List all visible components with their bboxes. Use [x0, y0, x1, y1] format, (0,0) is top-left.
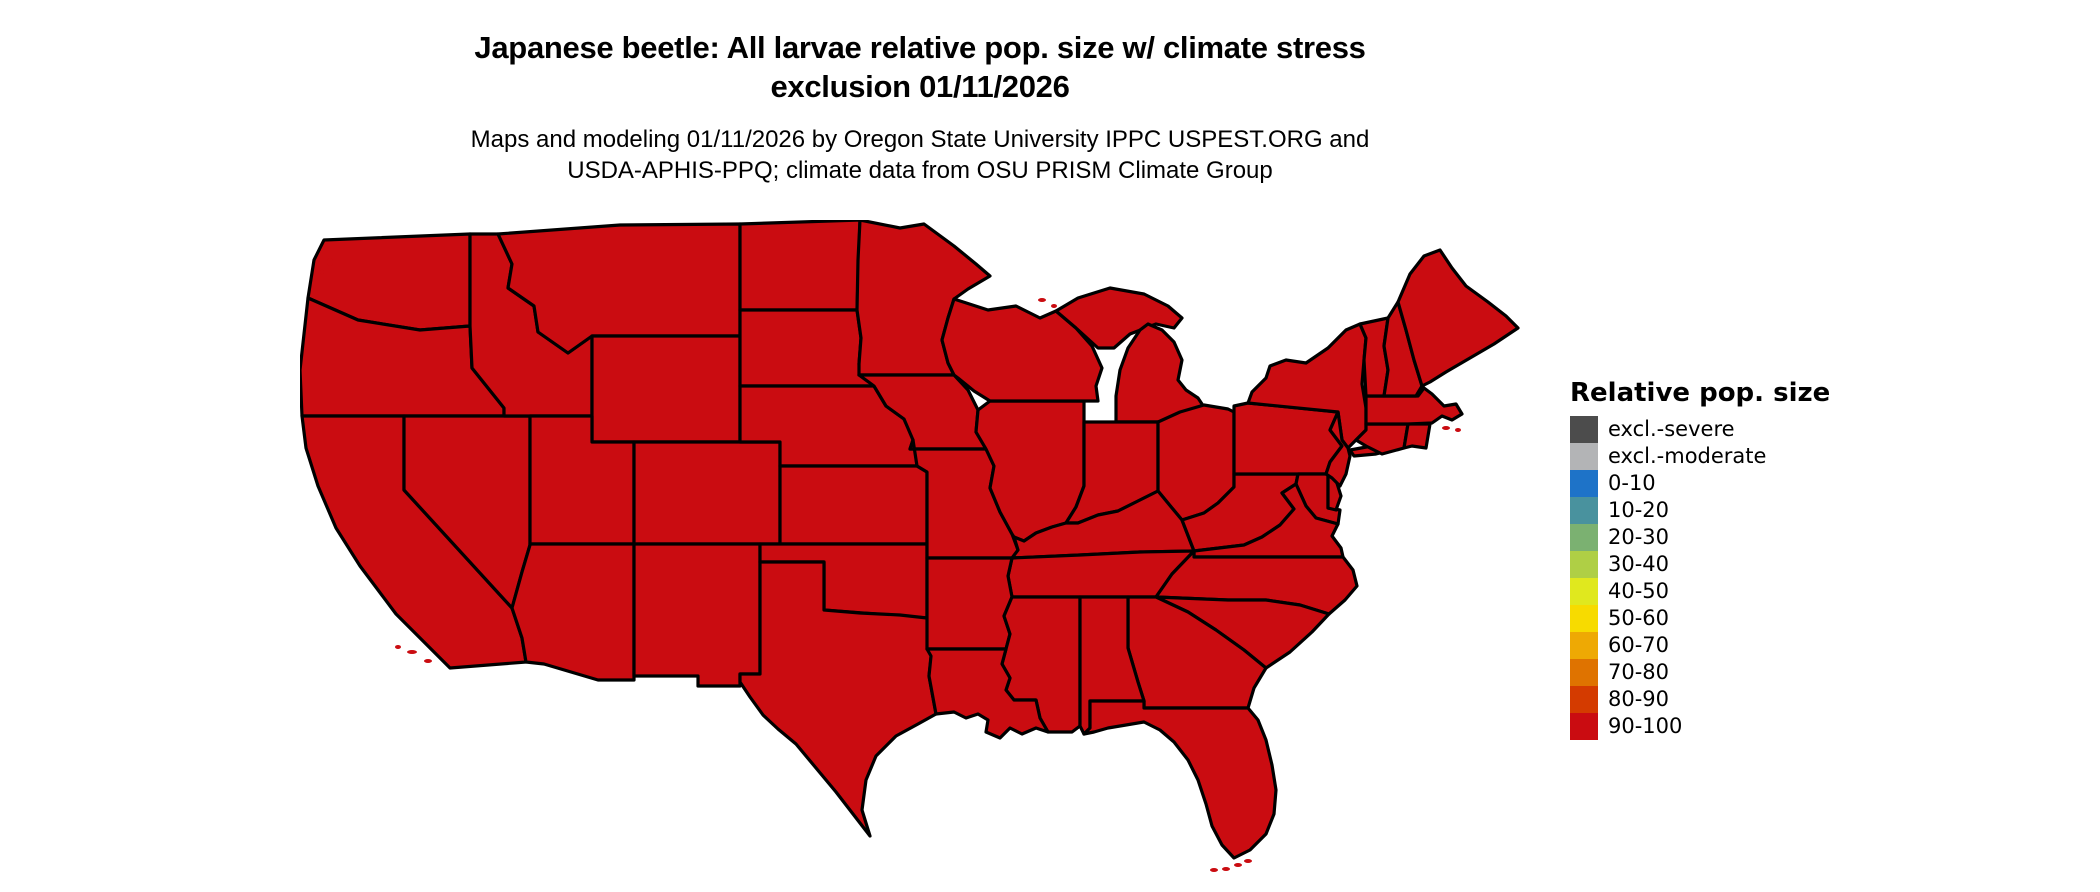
legend-swatch-90-100: [1570, 713, 1598, 740]
legend-row: 90-100: [1570, 713, 1900, 740]
legend-swatch-60-70: [1570, 632, 1598, 659]
legend-swatch-20-30: [1570, 524, 1598, 551]
state-maine: [1396, 248, 1520, 388]
legend-swatch-0-10: [1570, 470, 1598, 497]
state-virginia: [1192, 482, 1345, 559]
state-louisiana: [925, 647, 1050, 740]
legend-label: 70-80: [1608, 660, 1670, 684]
map-subtitle-line2: USDA-APHIS-PPQ; climate data from OSU PR…: [567, 157, 1273, 184]
legend-row: 70-80: [1570, 659, 1900, 686]
state-pennsylvania: [1232, 401, 1344, 476]
island-speck: [320, 269, 324, 275]
map-title: Japanese beetle: All larvae relative pop…: [0, 28, 1840, 106]
legend-row: 0-10: [1570, 470, 1900, 497]
state-texas: [738, 560, 938, 838]
legend-swatch-30-40: [1570, 551, 1598, 578]
us-map-svg: [300, 220, 1520, 872]
legend-label: 30-40: [1608, 552, 1670, 576]
island-speck: [424, 659, 432, 663]
state-arkansas: [925, 556, 1014, 651]
legend-row: 60-70: [1570, 632, 1900, 659]
legend-row: excl.-severe: [1570, 416, 1900, 443]
island-speck: [1455, 428, 1461, 432]
legend-row: 10-20: [1570, 497, 1900, 524]
island-speck: [1157, 315, 1163, 319]
legend-swatch-10-20: [1570, 497, 1598, 524]
map-subtitle-line1: Maps and modeling 01/11/2026 by Oregon S…: [470, 126, 1370, 153]
island-speck: [1222, 867, 1230, 871]
legend-swatch-excl-moderate: [1570, 443, 1598, 470]
legend-row: 30-40: [1570, 551, 1900, 578]
legend-label: excl.-moderate: [1608, 444, 1767, 468]
state-shapes: [300, 220, 1520, 860]
state-florida: [1082, 699, 1278, 860]
state-new-mexico: [632, 542, 762, 688]
legend-label: 0-10: [1608, 471, 1656, 495]
map-subtitle: Maps and modeling 01/11/2026 by Oregon S…: [0, 124, 1840, 186]
legend-label: 90-100: [1608, 714, 1683, 738]
legend-title: Relative pop. size: [1570, 378, 1831, 408]
state-wisconsin: [940, 297, 1104, 403]
island-speck: [1442, 426, 1450, 430]
legend-label: 60-70: [1608, 633, 1670, 657]
island-specks: [320, 258, 1461, 872]
legend-swatch-40-50: [1570, 578, 1598, 605]
island-speck: [1244, 859, 1252, 863]
legend-row: 80-90: [1570, 686, 1900, 713]
legend-row: 40-50: [1570, 578, 1900, 605]
island-speck: [407, 650, 417, 654]
island-speck: [395, 645, 401, 649]
state-north-dakota: [738, 220, 862, 312]
us-choropleth-map: [300, 220, 1530, 882]
state-new-jersey: [1324, 410, 1352, 488]
island-speck: [1051, 304, 1057, 308]
legend-row: 50-60: [1570, 605, 1900, 632]
legend-label: 50-60: [1608, 606, 1670, 630]
island-speck: [1038, 298, 1046, 302]
legend-swatch-excl-severe: [1570, 416, 1598, 443]
island-speck: [1210, 868, 1218, 872]
map-title-line1: Japanese beetle: All larvae relative pop…: [474, 30, 1366, 65]
legend-label: 10-20: [1608, 498, 1670, 522]
island-speck: [327, 258, 333, 266]
state-montana: [496, 222, 742, 355]
state-colorado: [632, 440, 782, 546]
island-speck: [1234, 863, 1242, 867]
state-rhode-island: [1402, 422, 1432, 450]
legend-label: 20-30: [1608, 525, 1670, 549]
legend-label: 40-50: [1608, 579, 1670, 603]
legend-label: 80-90: [1608, 687, 1670, 711]
state-arizona: [510, 542, 636, 682]
legend: Relative pop. size excl.-severe excl.-mo…: [1570, 378, 1900, 740]
map-title-line2: exclusion 01/11/2026: [770, 69, 1070, 104]
state-michigan-upper: [1054, 286, 1184, 350]
legend-row: excl.-moderate: [1570, 443, 1900, 470]
legend-swatch-80-90: [1570, 686, 1598, 713]
legend-label: excl.-severe: [1608, 417, 1735, 441]
legend-row: 20-30: [1570, 524, 1900, 551]
legend-swatch-50-60: [1570, 605, 1598, 632]
state-wyoming: [590, 334, 742, 444]
legend-swatch-70-80: [1570, 659, 1598, 686]
state-vermont: [1358, 316, 1390, 398]
state-south-dakota: [738, 308, 876, 388]
state-kansas: [778, 464, 929, 546]
